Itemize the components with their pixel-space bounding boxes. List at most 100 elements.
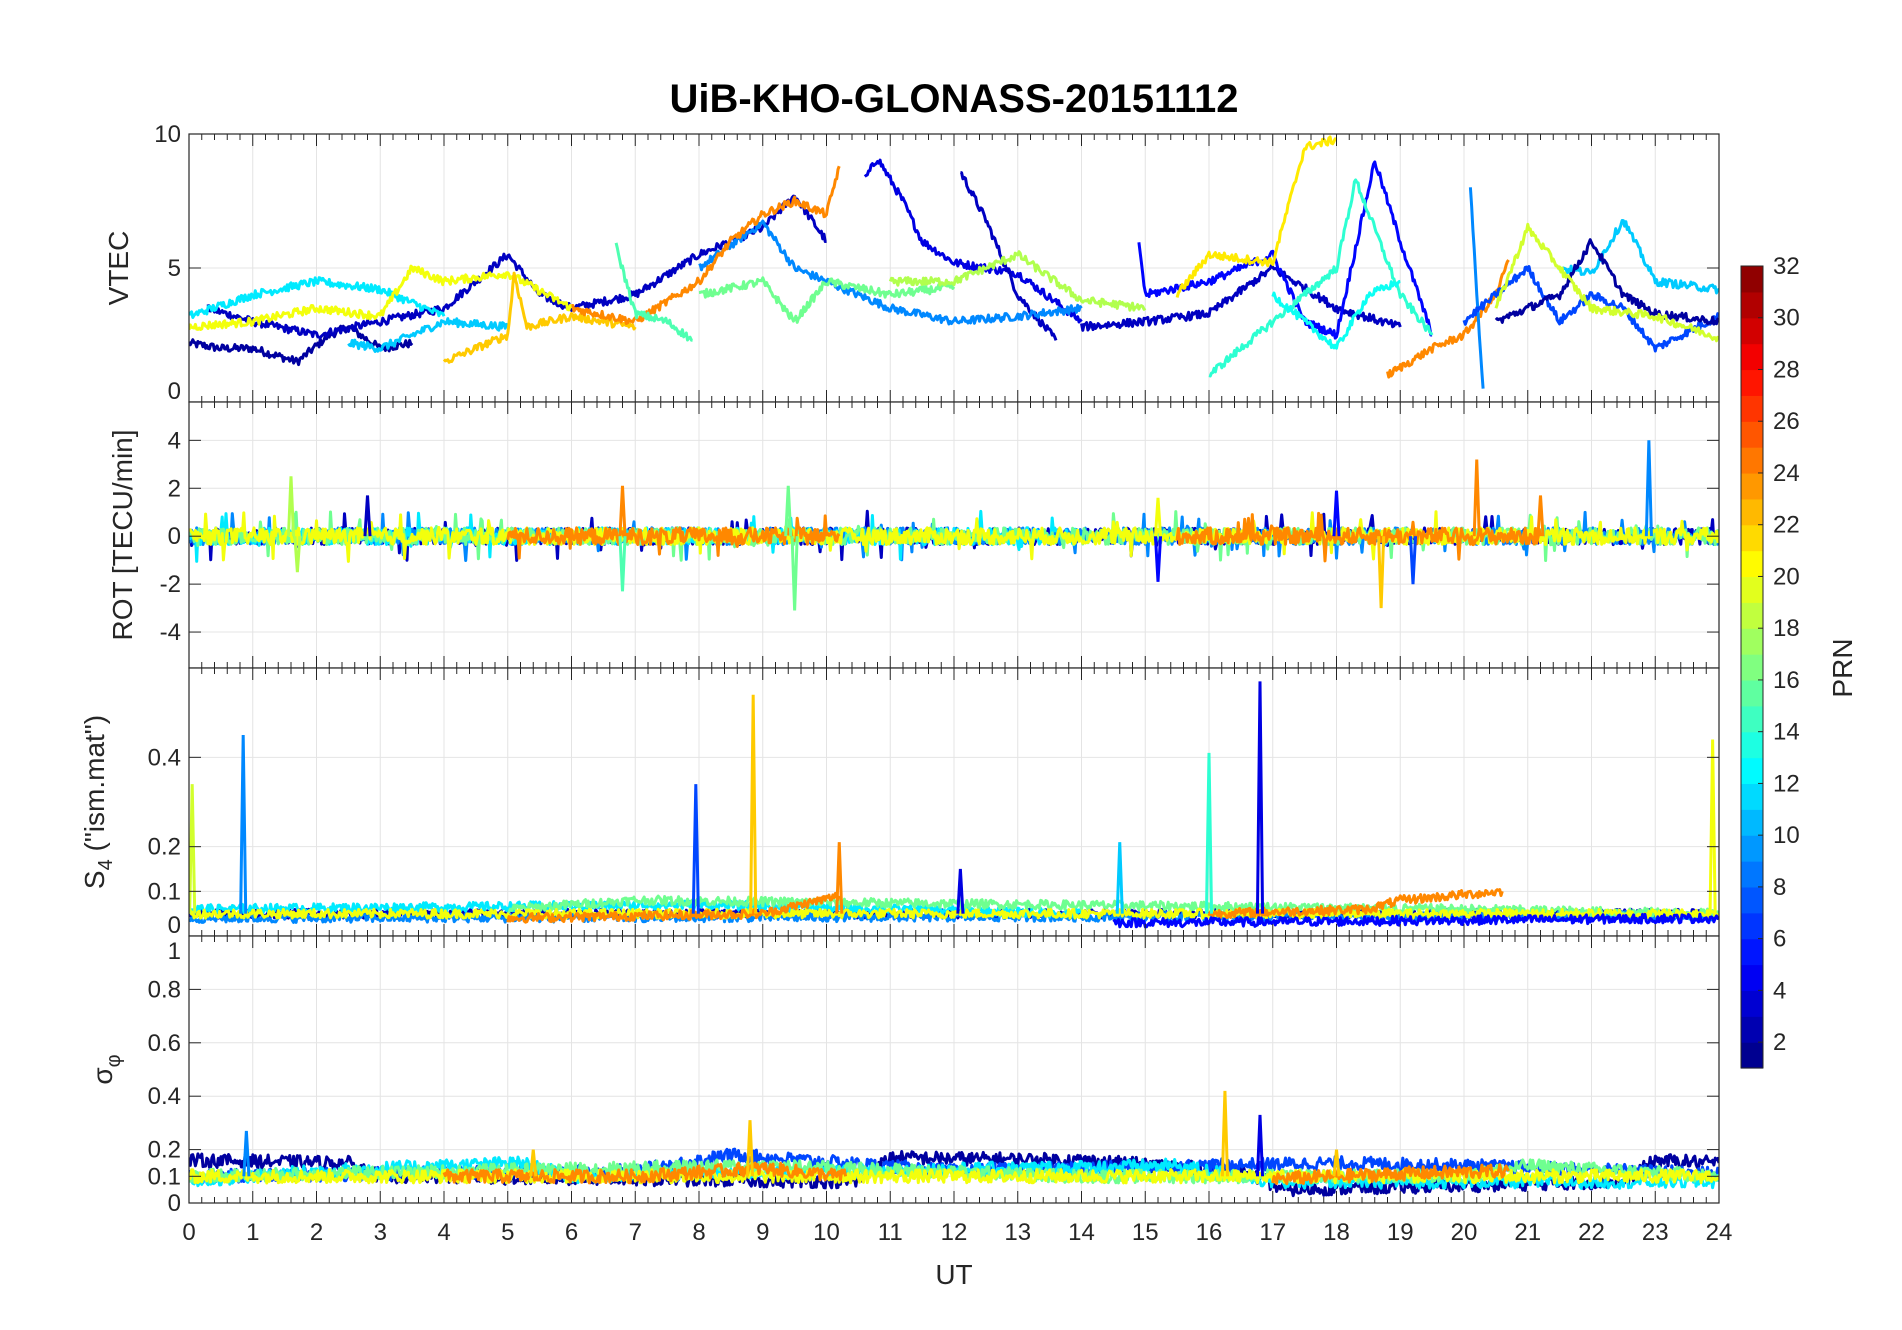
colorbar-segment bbox=[1741, 343, 1763, 371]
y-tick-label: 5 bbox=[168, 255, 181, 282]
colorbar-segment bbox=[1741, 861, 1763, 888]
x-axis-label: UT bbox=[935, 1259, 972, 1290]
y-tick-label: -2 bbox=[160, 571, 181, 598]
spike-prn-7 bbox=[691, 784, 700, 914]
x-tick-label: 8 bbox=[692, 1219, 705, 1246]
y-tick-label: 0.1 bbox=[148, 878, 181, 905]
colorbar-segment bbox=[1741, 912, 1763, 940]
x-tick-label: 24 bbox=[1706, 1219, 1733, 1246]
colorbar-tick-label: 14 bbox=[1773, 719, 1800, 746]
x-tick-label: 5 bbox=[501, 1219, 514, 1246]
spike-prn-14 bbox=[1204, 752, 1214, 914]
colorbar-tick-label: 20 bbox=[1773, 563, 1800, 590]
colorbar-segment bbox=[1741, 886, 1763, 914]
colorbar-tick-label: 24 bbox=[1773, 460, 1800, 487]
colorbar-segment bbox=[1741, 447, 1763, 474]
spike-prn-9 bbox=[239, 734, 248, 914]
x-tick-label: 20 bbox=[1451, 1219, 1478, 1246]
colorbar-tick-label: 28 bbox=[1773, 356, 1800, 383]
series-line-prn-5 bbox=[1137, 160, 1433, 340]
colorbar-segment bbox=[1741, 964, 1763, 991]
series-line-prn-3 bbox=[206, 194, 827, 339]
y-axis-label-vtec: VTEC bbox=[103, 231, 134, 306]
colorbar-tick-label: 26 bbox=[1773, 408, 1800, 435]
panel-vtec: 0 5 10 VTEC bbox=[103, 121, 1720, 405]
series-line-prn-3 bbox=[1080, 263, 1402, 332]
spike-prn-4 bbox=[1255, 1114, 1265, 1177]
spike-prn-5 bbox=[1332, 490, 1341, 537]
y-tick-label: 0.4 bbox=[148, 1083, 181, 1110]
x-tick-label: 6 bbox=[565, 1219, 578, 1246]
y-tick-label: 2 bbox=[168, 475, 181, 502]
y-tick-label: 0.6 bbox=[148, 1030, 181, 1057]
y-tick-label: 0 bbox=[168, 1190, 181, 1217]
colorbar-segment bbox=[1741, 679, 1763, 707]
y-tick-label: 0 bbox=[168, 912, 181, 939]
x-tick-label: 19 bbox=[1387, 1219, 1414, 1246]
spike-prn-15 bbox=[618, 536, 627, 592]
series-line-prn-9 bbox=[1468, 187, 1485, 389]
spike-prn-24 bbox=[618, 485, 627, 537]
colorbar-tick-label: 22 bbox=[1773, 512, 1800, 539]
spike-prn-16 bbox=[784, 485, 793, 537]
y-tick-label: 1 bbox=[168, 938, 181, 965]
colorbar-segment bbox=[1741, 1016, 1763, 1043]
spike-prn-9 bbox=[1644, 440, 1653, 537]
x-tick-label: 23 bbox=[1642, 1219, 1669, 1246]
y-tick-label: 0 bbox=[168, 523, 181, 550]
spike-prn-22 bbox=[745, 1120, 755, 1177]
series-line-prn-4 bbox=[863, 158, 1083, 324]
series-line-prn-12 bbox=[189, 899, 1083, 919]
y-tick-label: 0.2 bbox=[148, 834, 181, 861]
x-tick-label: 10 bbox=[813, 1219, 840, 1246]
colorbar-segment bbox=[1741, 291, 1763, 319]
colorbar-segment bbox=[1741, 421, 1763, 448]
x-tick-label: 15 bbox=[1132, 1219, 1159, 1246]
colorbar-label: PRN bbox=[1827, 638, 1858, 697]
colorbar-segment bbox=[1741, 654, 1763, 681]
colorbar-segment bbox=[1741, 472, 1763, 500]
colorbar-segment bbox=[1741, 576, 1763, 603]
series-line-prn-5 bbox=[1112, 912, 1719, 929]
colorbar-segment bbox=[1741, 938, 1763, 966]
colorbar-segment bbox=[1741, 809, 1763, 836]
x-tick-label: 17 bbox=[1259, 1219, 1286, 1246]
spike-prn-24 bbox=[1536, 495, 1545, 537]
spike-prn-5 bbox=[1153, 536, 1163, 582]
series-line-prn-20 bbox=[189, 907, 1719, 920]
spike-prn-18 bbox=[293, 536, 302, 573]
y-tick-label: 0.2 bbox=[148, 1137, 181, 1164]
colorbar-segment bbox=[1741, 369, 1763, 396]
series-line-prn-9 bbox=[698, 219, 1083, 326]
spike-prn-22 bbox=[1220, 1090, 1229, 1177]
y-axis-label-s4: S4 ("ism.mat") bbox=[79, 715, 117, 889]
spike-prn-9 bbox=[242, 1130, 251, 1177]
spike-prn-18 bbox=[286, 476, 296, 537]
y-axis-label-rot: ROT [TECU/min] bbox=[107, 429, 138, 640]
spike-prn-22 bbox=[529, 1149, 538, 1177]
colorbar-tick-label: 4 bbox=[1773, 977, 1786, 1004]
spike-prn-19 bbox=[189, 784, 197, 914]
y-axis-label-sigma_phi: σφ bbox=[87, 1054, 125, 1084]
x-tick-label: 11 bbox=[878, 1219, 903, 1246]
y-tick-label: 0.8 bbox=[148, 976, 181, 1003]
colorbar-segment bbox=[1741, 835, 1763, 862]
colorbar-segment bbox=[1741, 317, 1763, 345]
series-line-prn-22 bbox=[442, 271, 637, 364]
spike-prn-7 bbox=[1408, 536, 1418, 585]
series-line-prn-13 bbox=[1271, 279, 1401, 350]
colorbar-tick-label: 10 bbox=[1773, 822, 1800, 849]
y-tick-label: 0.4 bbox=[148, 744, 181, 771]
series-line-prn-3 bbox=[960, 171, 1058, 341]
series-line-prn-24 bbox=[506, 514, 841, 560]
y-tick-label: 4 bbox=[168, 427, 181, 454]
y-tick-label: 0 bbox=[168, 378, 181, 405]
colorbar-segment bbox=[1741, 705, 1763, 733]
spike-prn-22 bbox=[749, 694, 758, 914]
spike-prn-16 bbox=[790, 536, 799, 611]
series-line-prn-21 bbox=[1175, 135, 1338, 298]
colorbar-segment bbox=[1741, 550, 1763, 578]
series-line-prn-18 bbox=[888, 250, 1147, 312]
series-line-prn-16 bbox=[507, 894, 1719, 919]
